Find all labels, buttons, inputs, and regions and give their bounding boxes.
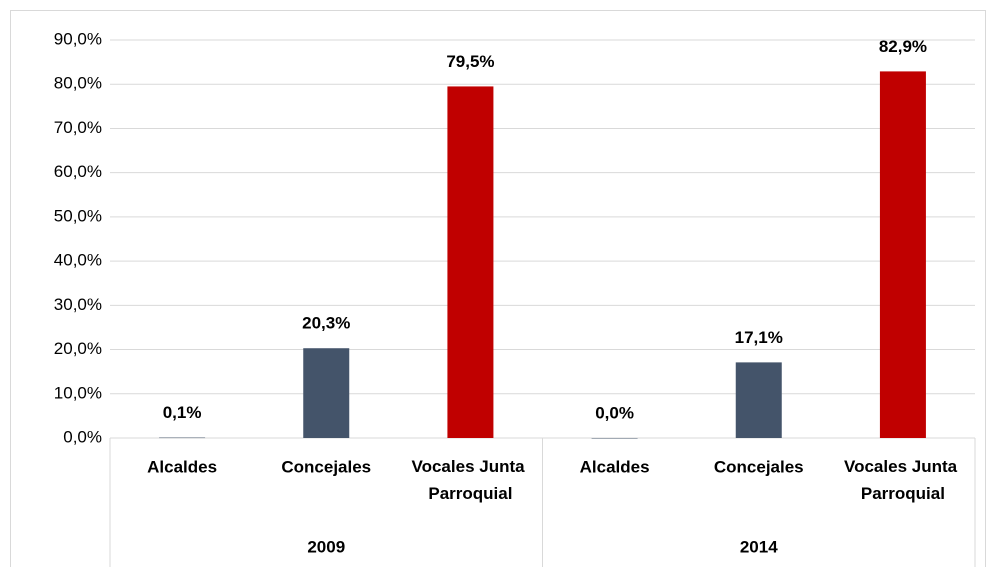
x-tick-label: Alcaldes	[580, 457, 650, 476]
group-label: 2014	[740, 537, 778, 556]
data-label: 20,3%	[302, 314, 350, 333]
x-tick-label: Concejales	[714, 457, 804, 476]
bar	[591, 438, 638, 439]
bar	[447, 86, 494, 438]
chart-frame	[10, 10, 986, 567]
x-tick-label: Concejales	[281, 457, 371, 476]
x-tick-label: Vocales Junta Parroquial	[412, 457, 530, 503]
bar	[303, 348, 350, 438]
y-tick-label: 40,0%	[54, 251, 102, 270]
x-tick-label: Vocales Junta Parroquial	[844, 457, 962, 503]
y-tick-label: 10,0%	[54, 383, 102, 402]
group-label: 2009	[307, 537, 345, 556]
bar	[735, 362, 782, 438]
y-tick-label: 70,0%	[54, 118, 102, 137]
data-label: 0,0%	[595, 403, 634, 422]
bar	[159, 437, 206, 439]
y-tick-label: 90,0%	[54, 29, 102, 48]
y-tick-label: 20,0%	[54, 339, 102, 358]
data-label: 0,1%	[163, 403, 202, 422]
x-tick-label: Alcaldes	[147, 457, 217, 476]
bar	[879, 71, 926, 439]
data-label: 79,5%	[446, 52, 494, 71]
y-tick-label: 0,0%	[63, 427, 102, 446]
data-label: 17,1%	[735, 328, 783, 347]
y-tick-label: 60,0%	[54, 162, 102, 181]
data-label: 82,9%	[879, 37, 927, 56]
y-tick-label: 30,0%	[54, 295, 102, 314]
y-tick-label: 50,0%	[54, 206, 102, 225]
y-tick-label: 80,0%	[54, 74, 102, 93]
